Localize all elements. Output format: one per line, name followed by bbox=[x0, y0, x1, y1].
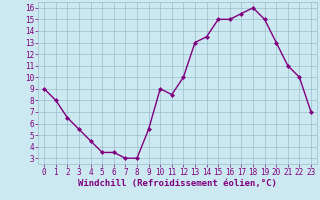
X-axis label: Windchill (Refroidissement éolien,°C): Windchill (Refroidissement éolien,°C) bbox=[78, 179, 277, 188]
